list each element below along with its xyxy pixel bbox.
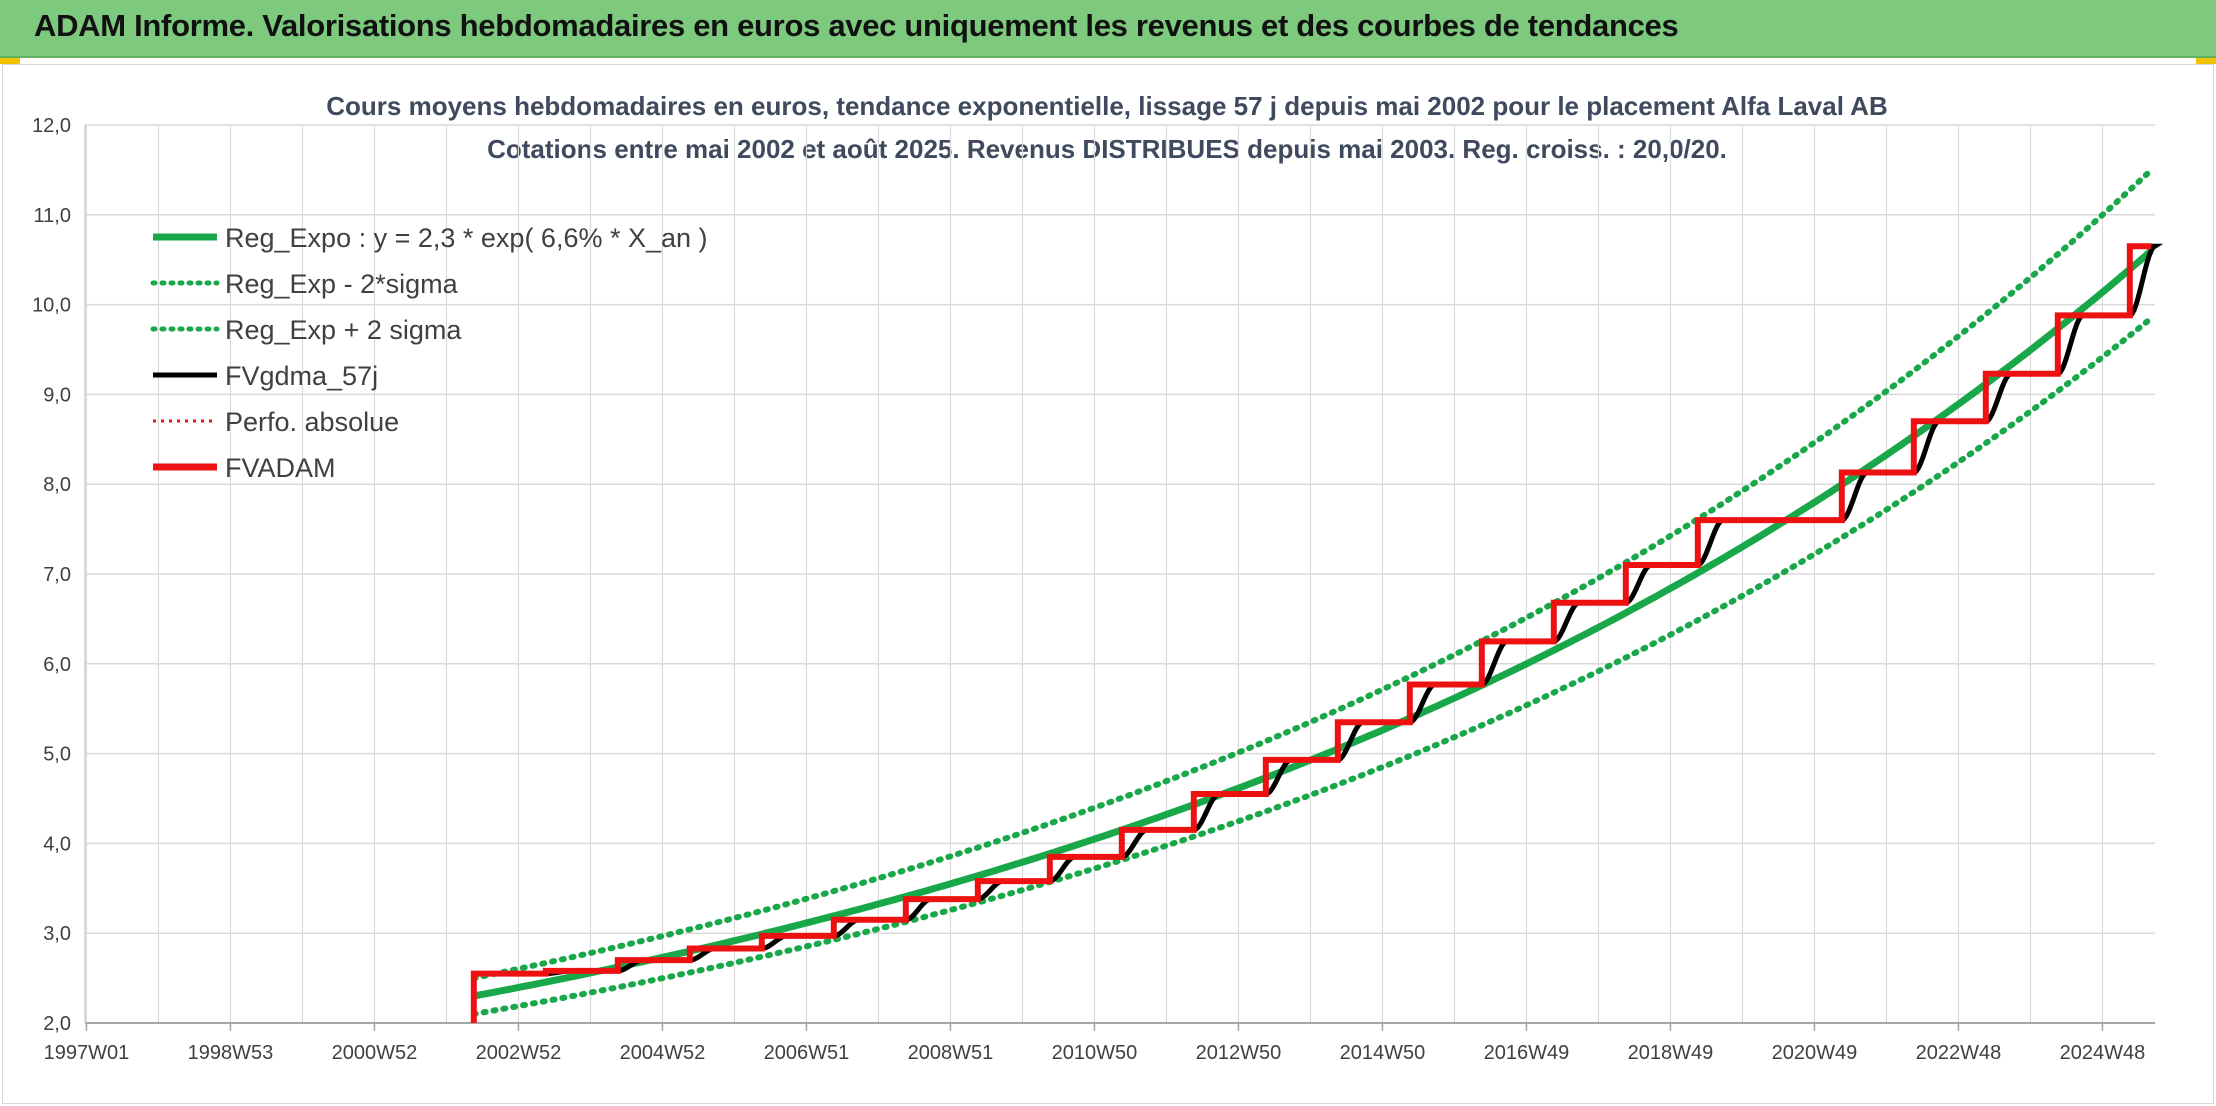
legend-label: Reg_Exp + 2 sigma bbox=[225, 315, 462, 345]
legend-label: FVgdma_57j bbox=[225, 361, 378, 391]
x-tick-label: 2004W52 bbox=[620, 1042, 706, 1064]
chart-title-line-1: Cours moyens hebdomadaires en euros, ten… bbox=[326, 91, 1888, 121]
y-tick-label: 8,0 bbox=[43, 474, 71, 496]
x-tick-label: 2008W51 bbox=[908, 1042, 994, 1064]
y-tick-label: 9,0 bbox=[43, 384, 71, 406]
x-tick-label: 2022W48 bbox=[1916, 1042, 2002, 1064]
y-tick-label: 4,0 bbox=[43, 833, 71, 855]
y-tick-label: 11,0 bbox=[34, 205, 71, 227]
series-fvgdma-57j bbox=[473, 243, 2164, 977]
corner-marker-left bbox=[0, 58, 20, 64]
corner-marker-right bbox=[2196, 58, 2216, 64]
series-lines bbox=[470, 166, 2164, 1023]
x-tick-label: 2002W52 bbox=[476, 1042, 562, 1064]
x-tick-label: 2000W52 bbox=[332, 1042, 418, 1064]
y-tick-label: 7,0 bbox=[43, 564, 71, 586]
y-tick-label: 3,0 bbox=[43, 923, 71, 945]
x-tick-label: 1998W53 bbox=[188, 1042, 274, 1064]
chart-title-line-2: Cotations entre mai 2002 et août 2025. R… bbox=[487, 134, 1727, 164]
x-tick-label: 2016W49 bbox=[1484, 1042, 1570, 1064]
x-tick-label: 2014W50 bbox=[1340, 1042, 1426, 1064]
y-tick-label: 6,0 bbox=[43, 654, 71, 676]
y-tick-label: 12,0 bbox=[32, 115, 71, 137]
x-tick-label: 2006W51 bbox=[764, 1042, 850, 1064]
y-tick-label: 5,0 bbox=[43, 744, 71, 766]
axis-tick-labels: 2,0 3,0 4,0 5,0 6,0 7,0 8,0 9,0 10,0 11,0 12,0 1997… bbox=[32, 115, 2155, 1064]
y-tick-label: 2,0 bbox=[43, 1013, 71, 1035]
series-reg-exp-plus-2sigma bbox=[470, 166, 2155, 982]
legend-label: Reg_Exp - 2*sigma bbox=[225, 269, 459, 299]
chart-svg: Cours moyens hebdomadaires en euros, ten… bbox=[32, 87, 2164, 1064]
legend: Reg_Expo : y = 2,3 * exp( 6,6% * X_an ) R… bbox=[150, 223, 708, 483]
x-tick-label: 1997W01 bbox=[44, 1042, 130, 1064]
series-reg-expo bbox=[473, 248, 2154, 1000]
x-tick-label: 2018W49 bbox=[1628, 1042, 1714, 1064]
y-tick-label: 10,0 bbox=[32, 295, 71, 317]
legend-label: Reg_Expo : y = 2,3 * exp( 6,6% * X_an ) bbox=[225, 223, 708, 253]
legend-label: FVADAM bbox=[225, 453, 336, 483]
x-tick-label: 2010W50 bbox=[1052, 1042, 1138, 1064]
x-tick-label: 2012W50 bbox=[1196, 1042, 1282, 1064]
series-fvadam bbox=[470, 243, 2152, 1023]
chart-area: Cours moyens hebdomadaires en euros, ten… bbox=[2, 64, 2214, 1104]
banner-title: ADAM Informe. Valorisations hebdomadaire… bbox=[34, 8, 1679, 43]
grid-lines bbox=[85, 124, 2155, 1024]
legend-label: Perfo. absolue bbox=[225, 407, 399, 437]
x-tick-label: 2024W48 bbox=[2060, 1042, 2146, 1064]
series-reg-exp-minus-2sigma bbox=[470, 315, 2155, 1017]
x-tick-label: 2020W49 bbox=[1772, 1042, 1858, 1064]
title-banner: ADAM Informe. Valorisations hebdomadaire… bbox=[0, 0, 2216, 58]
